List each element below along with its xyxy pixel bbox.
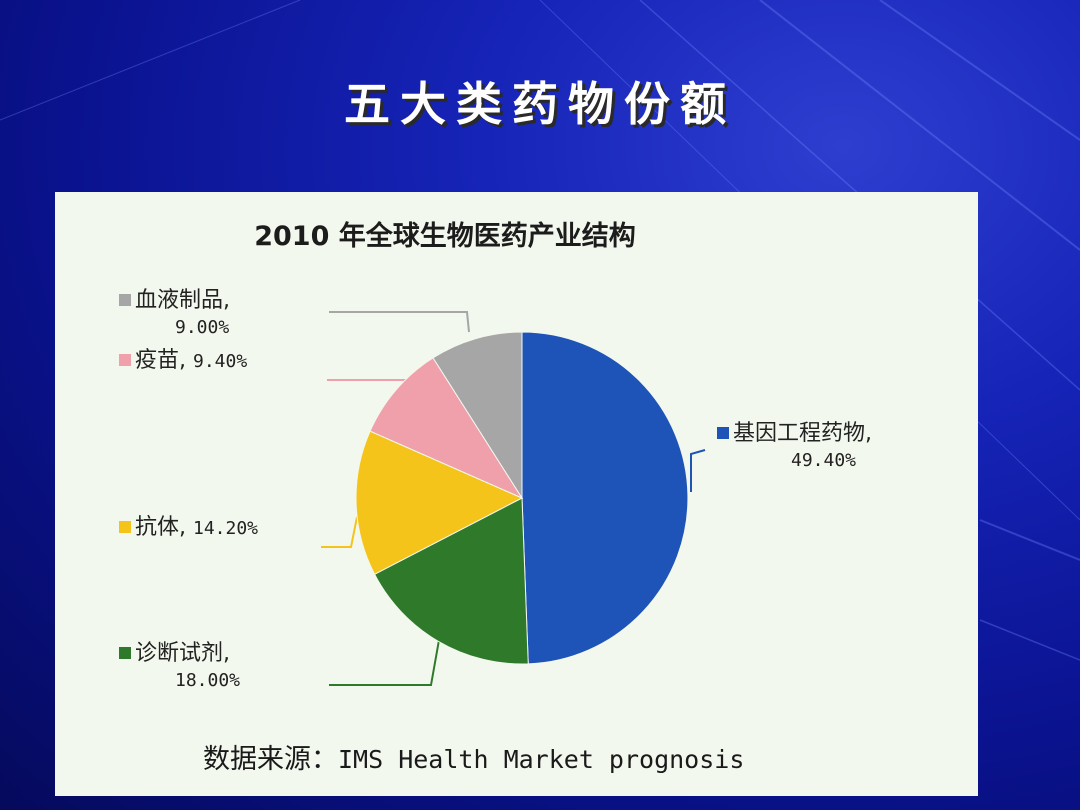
legend-swatch-diagnostic — [119, 647, 131, 659]
label-antibody-pct: 14.20% — [193, 518, 259, 539]
label-diagnostic-pct: 18.00% — [175, 670, 241, 691]
label-vaccine: 疫苗, 9.40% — [119, 347, 247, 375]
slice-blood-products — [432, 331, 523, 500]
label-gene-pct: 49.40% — [791, 450, 857, 471]
label-blood-products: 血液制品, 9.00% — [119, 287, 230, 341]
legend-swatch-vaccine — [119, 354, 131, 366]
legend-swatch-blood — [119, 294, 131, 306]
leader-line-blood — [329, 311, 470, 333]
slice-diagnostic — [373, 497, 529, 665]
chart-title: 2010 年全球生物医药产业结构 — [254, 221, 636, 252]
chart-figure: 2010 年全球生物医药产业结构 血液制品, 9.00% 疫苗, 9.40% 抗… — [55, 192, 978, 796]
pie-chart — [321, 311, 706, 686]
leader-line-antibody — [321, 516, 358, 548]
label-blood-name: 血液制品, — [135, 288, 230, 313]
leader-line-diagnostic — [329, 639, 440, 686]
legend-swatch-gene — [717, 427, 729, 439]
label-blood-pct: 9.00% — [175, 317, 230, 338]
source-prefix: 数据来源： — [203, 744, 338, 775]
label-vaccine-name: 疫苗, — [135, 348, 186, 373]
slice-gene-engineering — [521, 331, 689, 665]
label-gene-engineering: 基因工程药物, 49.40% — [717, 420, 872, 474]
label-antibody-name: 抗体, — [135, 515, 186, 540]
slice-antibody — [355, 430, 524, 575]
leader-line-gene — [690, 449, 706, 492]
slice-vaccine — [369, 357, 524, 500]
data-source-note: 数据来源：IMS Health Market prognosis — [203, 737, 744, 776]
label-diagnostic-name: 诊断试剂, — [135, 641, 230, 666]
label-diagnostic: 诊断试剂, 18.00% — [119, 640, 240, 694]
pie-slices — [355, 331, 689, 665]
slide-title: 五大类药物份额 — [344, 77, 736, 131]
source-text: IMS Health Market prognosis — [338, 745, 745, 774]
label-antibody: 抗体, 14.20% — [119, 514, 258, 542]
label-vaccine-pct: 9.40% — [193, 351, 248, 372]
label-gene-name: 基因工程药物, — [733, 421, 872, 446]
legend-swatch-antibody — [119, 521, 131, 533]
